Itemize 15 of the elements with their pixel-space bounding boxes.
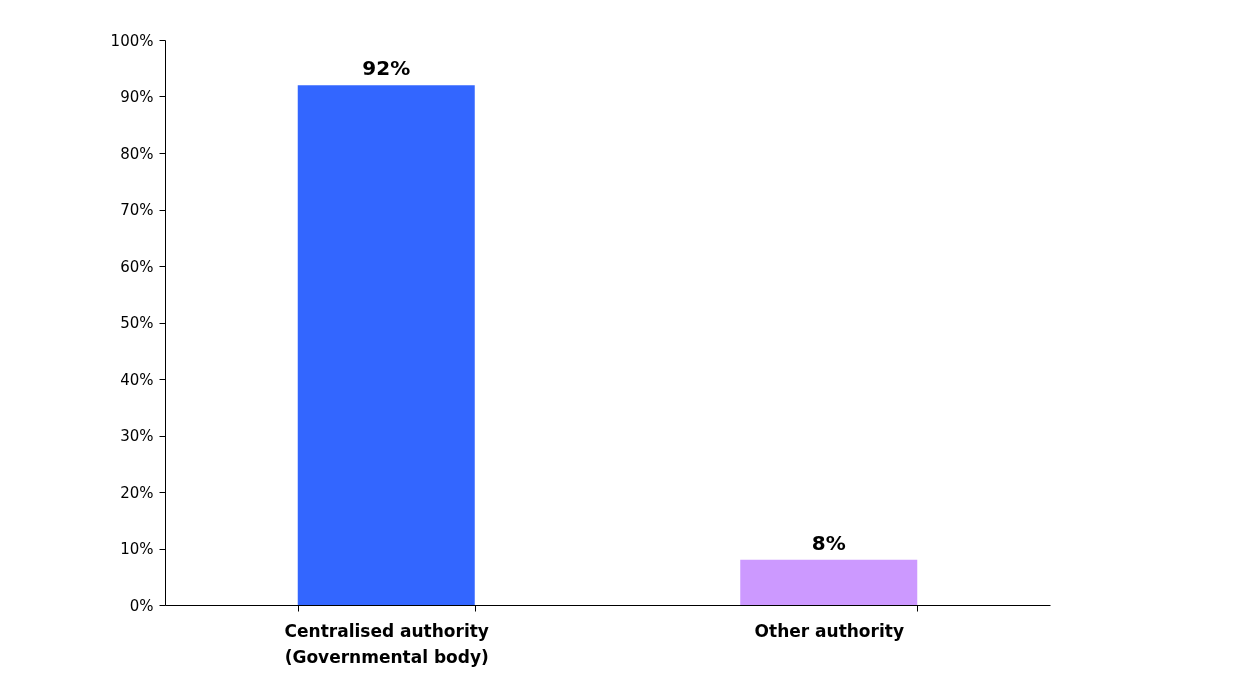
y-tick-label: 70% (120, 201, 154, 219)
x-tick-label: Other authority (754, 620, 904, 641)
data-label: 8% (811, 530, 846, 555)
y-tick-label: 0% (129, 596, 154, 615)
y-tick-label: 100% (110, 31, 154, 50)
data-label: 92% (362, 56, 411, 81)
y-tick-label: 20% (120, 483, 154, 502)
y-tick-label: 80% (120, 144, 154, 163)
y-tick-label: 90% (120, 88, 154, 106)
y-tick-label: 60% (120, 257, 154, 276)
y-tick-label: 40% (120, 370, 154, 389)
y-tick-label: 50% (120, 314, 154, 332)
y-tick-label: 30% (120, 427, 154, 445)
y-tick-label: 10% (120, 540, 154, 558)
x-tick-label: Centralised authority (Governmental body) (284, 620, 489, 667)
